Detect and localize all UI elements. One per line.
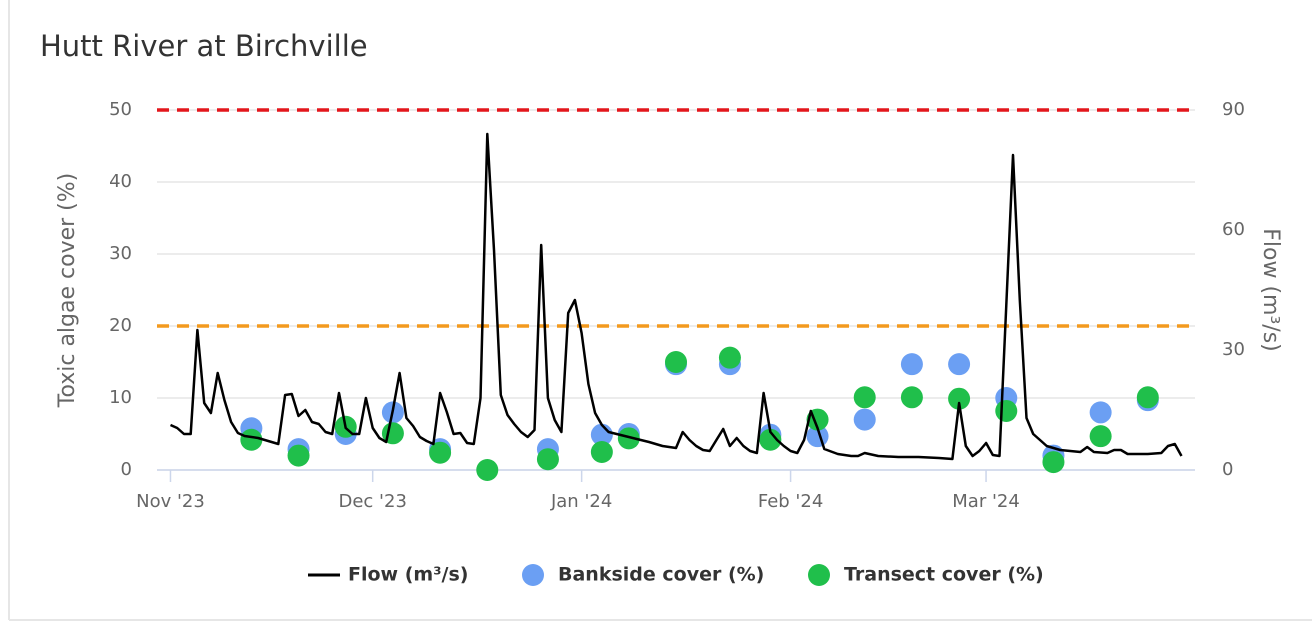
scatter-point	[900, 386, 923, 409]
x-tick-label: Dec '23	[338, 491, 406, 512]
scatter-point	[900, 353, 923, 376]
scatter-point	[476, 459, 499, 481]
scatter-point	[617, 427, 640, 450]
legend-label: Bankside cover (%)	[558, 564, 764, 586]
y-tick-label: 10	[109, 387, 132, 408]
legend-label: Flow (m³/s)	[348, 564, 468, 586]
x-tick-label: Mar '24	[952, 491, 1020, 512]
scatter-point	[287, 444, 310, 467]
y-tick-label: 20	[109, 315, 132, 336]
y2-axis-title: Flow (m³/s)	[1258, 228, 1283, 352]
scatter-point	[590, 441, 613, 463]
scatter-point	[1089, 401, 1112, 424]
y2-tick-label: 0	[1222, 459, 1233, 480]
scatter-point	[429, 441, 452, 464]
scatter-point	[759, 428, 782, 451]
scatter-point	[665, 351, 687, 373]
x-tick-label: Jan '24	[550, 491, 612, 512]
y-tick-label: 0	[121, 459, 132, 480]
scatter-point	[536, 448, 559, 471]
scatter-point	[995, 399, 1018, 422]
legend-label: Transect cover (%)	[844, 564, 1044, 586]
y-tick-label: 40	[109, 171, 132, 192]
y-tick-label: 30	[109, 243, 132, 264]
legend-symbol	[808, 564, 830, 586]
scatter-point	[1089, 425, 1112, 448]
x-tick-label: Feb '24	[758, 491, 823, 512]
y-axis-title: Toxic algae cover (%)	[55, 173, 80, 409]
y2-tick-label: 60	[1222, 219, 1245, 240]
chart-title: Hutt River at Birchville	[40, 29, 368, 63]
scatter-point	[240, 428, 263, 451]
legend-symbol	[522, 564, 544, 586]
y-tick-label: 50	[109, 99, 132, 120]
scatter-point	[853, 386, 876, 409]
scatter-point	[948, 353, 971, 376]
x-tick-label: Nov '23	[136, 491, 205, 512]
scatter-point	[948, 387, 971, 410]
flow-line	[169, 132, 1183, 461]
y2-tick-label: 30	[1222, 339, 1245, 360]
scatter-point	[1042, 451, 1065, 474]
y2-tick-label: 90	[1222, 99, 1245, 120]
scatter-point	[718, 346, 741, 369]
scatter-point	[1136, 386, 1159, 409]
scatter-point	[853, 408, 876, 431]
